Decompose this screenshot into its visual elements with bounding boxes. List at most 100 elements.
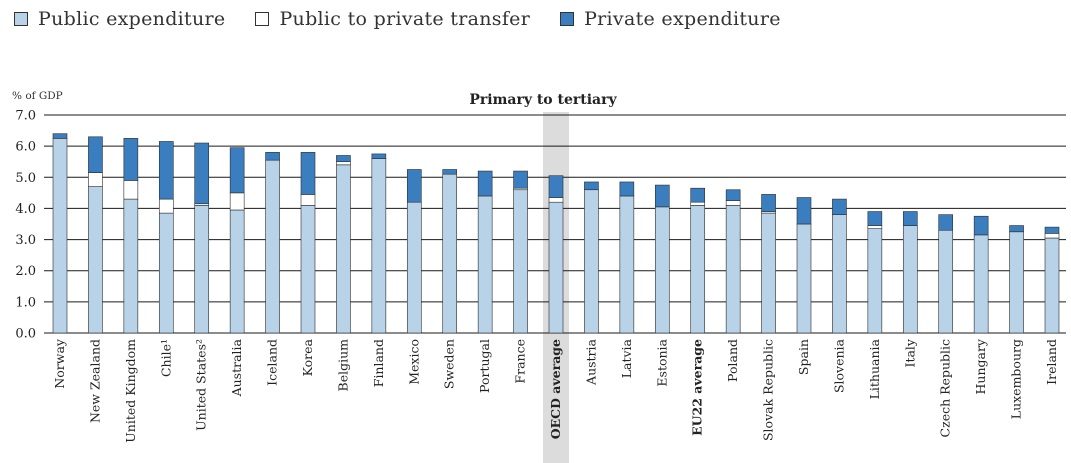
x-tick-label-hungary: Hungary <box>973 338 988 394</box>
y-tick-label: 1.0 <box>15 295 36 310</box>
bar-austria-private-expenditure <box>584 181 599 191</box>
x-tick-label-oecd-average: OECD average <box>548 339 563 439</box>
bar-austria-public-expenditure <box>584 189 599 334</box>
bar-luxembourg-private-expenditure <box>1009 225 1024 233</box>
legend-label-public-expenditure: Public expenditure <box>38 8 226 30</box>
x-tick-label-belgium: Belgium <box>335 339 350 392</box>
bar-lithuania-public-to-private-transfer <box>867 225 883 229</box>
x-tick-label-latvia: Latvia <box>619 338 634 378</box>
bar-oecd-average-public-to-private-transfer <box>548 197 564 203</box>
bar-united-kingdom-private-expenditure <box>123 138 139 181</box>
bar-sweden-public-expenditure <box>442 173 458 334</box>
x-tick-label-slovak-republic: Slovak Republic <box>761 339 776 441</box>
chart-title: Primary to tertiary <box>469 92 617 108</box>
legend-label-public-to-private-transfer: Public to private transfer <box>279 8 531 30</box>
bar-united-kingdom-public-expenditure <box>123 198 139 334</box>
x-tick-label-lithuania: Lithuania <box>867 338 882 399</box>
x-tick-label-united-kingdom: United Kingdom <box>123 339 138 443</box>
bar-korea-private-expenditure <box>300 152 316 195</box>
x-tick-label-austria: Austria <box>583 338 598 385</box>
x-tick-label-slovenia: Slovenia <box>831 338 846 393</box>
bar-ireland-public-to-private-transfer <box>1044 233 1060 239</box>
legend-swatch-public-expenditure <box>14 12 28 26</box>
bar-new-zealand-public-to-private-transfer <box>88 172 103 187</box>
bar-poland-public-expenditure <box>725 205 741 334</box>
bar-czech-republic-public-expenditure <box>938 229 954 334</box>
x-tick-label-france: France <box>513 339 528 384</box>
legend-swatch-public-to-private-transfer <box>255 12 270 26</box>
bar-lithuania-private-expenditure <box>867 211 883 226</box>
bar-united-kingdom-public-to-private-transfer <box>123 180 139 200</box>
bar-hungary-public-expenditure <box>973 234 989 334</box>
bar-iceland-private-expenditure <box>265 152 280 161</box>
bar-oecd-average-public-expenditure <box>548 201 564 334</box>
x-tick-label-czech-republic: Czech Republic <box>938 339 953 437</box>
bar-iceland-public-expenditure <box>265 159 280 334</box>
bar-chile-public-expenditure <box>158 212 174 334</box>
bar-eu22-average-public-expenditure <box>690 205 706 334</box>
bar-slovak-republic-public-expenditure <box>761 212 776 334</box>
bar-italy-public-expenditure <box>902 225 918 334</box>
bar-eu22-average-private-expenditure <box>690 187 706 203</box>
bar-portugal-private-expenditure <box>477 170 493 197</box>
bar-korea-public-to-private-transfer <box>300 194 316 206</box>
y-axis-label: % of GDP <box>12 90 63 102</box>
bar-korea-public-expenditure <box>300 205 316 334</box>
bar-australia-private-expenditure <box>229 147 245 194</box>
legend-swatch-private-expenditure <box>560 12 575 26</box>
bar-belgium-public-expenditure <box>336 164 351 334</box>
bar-chile-private-expenditure <box>158 141 174 200</box>
bar-italy-private-expenditure <box>902 211 918 226</box>
legend: Public expenditure Public to private tra… <box>14 6 811 32</box>
bar-united-states-private-expenditure <box>194 142 210 205</box>
x-tick-label-australia: Australia <box>229 338 244 397</box>
bar-hungary-private-expenditure <box>973 215 989 236</box>
x-tick-label-portugal: Portugal <box>477 339 492 393</box>
x-tick-label-mexico: Mexico <box>406 339 421 385</box>
bar-ireland-public-expenditure <box>1044 237 1060 334</box>
legend-item-public-to-private-transfer: Public to private transfer <box>255 8 530 30</box>
bar-new-zealand-public-expenditure <box>88 186 103 334</box>
x-tick-label-finland: Finland <box>371 339 386 387</box>
bar-sweden-private-expenditure <box>442 169 458 175</box>
x-tick-label-iceland: Iceland <box>265 339 280 386</box>
x-tick-label-norway: Norway <box>52 338 67 389</box>
bar-finland-private-expenditure <box>371 153 387 159</box>
x-tick-label-poland: Poland <box>725 339 740 382</box>
bar-estonia-public-expenditure <box>654 206 670 334</box>
bar-slovenia-public-expenditure <box>832 214 847 334</box>
x-tick-label-new-zealand: New Zealand <box>87 339 102 423</box>
bar-slovenia-private-expenditure <box>832 198 847 215</box>
bar-mexico-private-expenditure <box>406 169 422 203</box>
bar-united-states-public-expenditure <box>194 205 210 334</box>
bar-australia-public-expenditure <box>229 209 245 334</box>
x-tick-label-chile: Chile¹ <box>158 339 173 377</box>
bar-lithuania-public-expenditure <box>867 228 883 334</box>
x-tick-label-estonia: Estonia <box>654 338 669 386</box>
bar-france-public-expenditure <box>513 189 528 334</box>
bar-poland-public-to-private-transfer <box>725 200 741 206</box>
y-tick-label: 2.0 <box>15 264 36 279</box>
bar-norway-private-expenditure <box>52 133 68 139</box>
bar-australia-public-to-private-transfer <box>229 192 245 211</box>
y-tick-label: 0.0 <box>15 327 36 342</box>
bar-new-zealand-private-expenditure <box>88 136 103 173</box>
bar-spain-public-expenditure <box>796 223 812 334</box>
bar-estonia-private-expenditure <box>654 184 670 208</box>
x-tick-label-sweden: Sweden <box>442 339 457 389</box>
bar-latvia-public-expenditure <box>619 195 635 334</box>
bar-luxembourg-public-expenditure <box>1009 231 1024 334</box>
x-tick-label-spain: Spain <box>796 339 811 375</box>
bar-belgium-public-to-private-transfer <box>336 161 351 166</box>
x-tick-label-united-states: United States² <box>194 339 209 431</box>
bar-czech-republic-private-expenditure <box>938 214 954 231</box>
x-tick-label-luxembourg: Luxembourg <box>1009 339 1024 419</box>
bar-norway-public-expenditure <box>52 138 68 334</box>
y-tick-label: 3.0 <box>15 233 36 248</box>
bar-mexico-public-expenditure <box>406 201 422 334</box>
y-tick-label: 5.0 <box>15 171 36 186</box>
y-tick-label: 6.0 <box>15 140 36 155</box>
bar-portugal-public-expenditure <box>477 195 493 334</box>
y-tick-label: 4.0 <box>15 202 36 217</box>
